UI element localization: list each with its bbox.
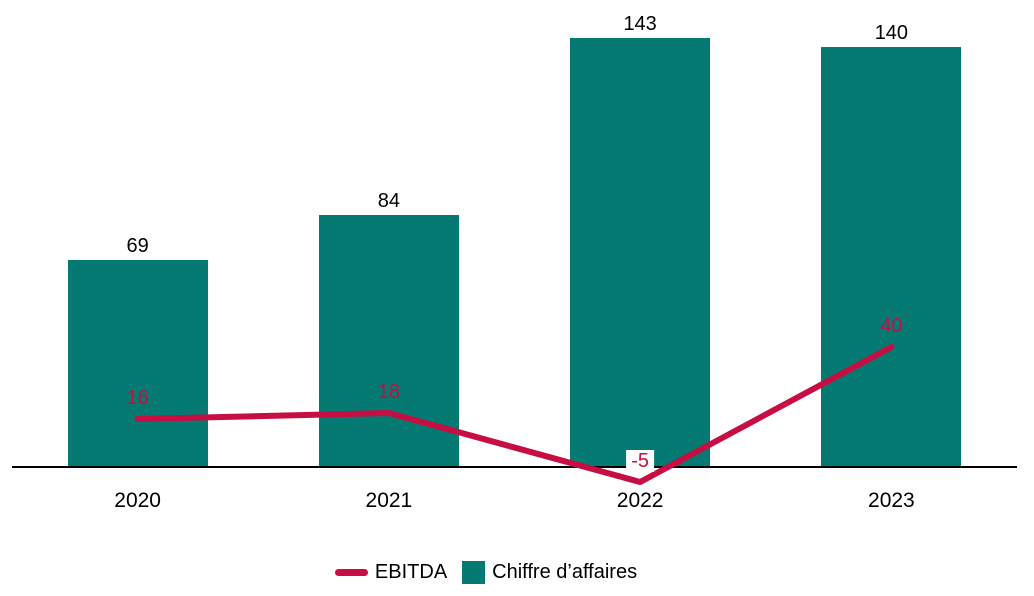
legend-item-ebitda: EBITDA [334, 560, 448, 584]
bar-value-label-2022: 143 [623, 13, 657, 35]
x-axis-line [12, 466, 1017, 468]
x-axis-label-2020: 2020 [114, 489, 161, 512]
legend-label-ebitda: EBITDA [374, 561, 448, 583]
legend: EBITDA Chiffre d’affaires [0, 560, 972, 584]
bar-2022 [570, 38, 711, 467]
legend-item-chiffre-daffaires: Chiffre d’affaires [462, 560, 637, 584]
bar-2020 [67, 260, 208, 467]
bar-value-label-2023: 140 [874, 22, 909, 44]
x-axis-label-2022: 2022 [616, 489, 664, 512]
bar-2023 [821, 47, 962, 467]
x-axis-label-2021: 2021 [365, 489, 413, 512]
bar-value-label-2020: 69 [126, 235, 149, 257]
legend-label-chiffre-daffaires: Chiffre d’affaires [492, 561, 638, 583]
bar-value-label-2021: 84 [377, 190, 400, 212]
x-axis-label-2023: 2023 [868, 489, 915, 512]
chiffre-daffaires-swatch-icon [462, 560, 486, 584]
ebitda-line-swatch-icon [334, 568, 368, 576]
